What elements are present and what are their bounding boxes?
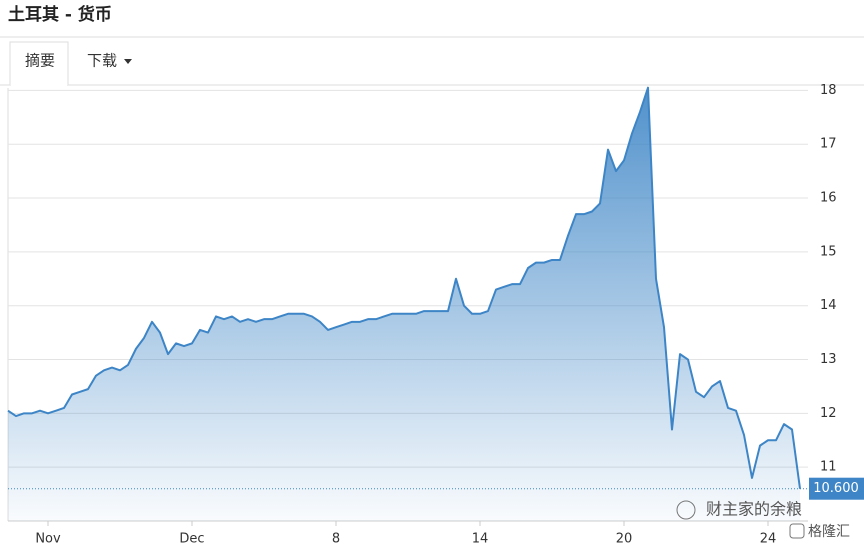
last-price-box	[809, 477, 864, 500]
watermark-text: 财主家的余粮	[706, 500, 802, 519]
tab-download[interactable]: 下载	[87, 52, 117, 70]
logo-icon	[789, 523, 805, 539]
y-tick-label: 13	[820, 352, 837, 367]
plot: 11 12 13 14 15 16 17 18 Nov Dec 8 14 20 24 10.600	[7, 83, 864, 547]
tab-summary[interactable]: 摘要	[25, 52, 55, 70]
page-title: 土耳其 - 货币	[8, 4, 112, 25]
watermark-logo: 格隆汇	[808, 524, 850, 540]
x-tick-label: 20	[616, 532, 633, 547]
y-tick-label: 18	[820, 83, 837, 98]
dropdown-caret[interactable]	[124, 59, 132, 64]
tab-gap	[11, 84, 67, 86]
wechat-icon	[676, 500, 696, 520]
y-tick-label: 17	[820, 137, 837, 152]
x-tick-label: Dec	[179, 532, 204, 547]
price-line	[7, 86, 801, 489]
x-tick-label: 14	[472, 532, 489, 547]
area-fill	[8, 87, 800, 522]
x-tick-label: Nov	[35, 532, 61, 547]
y-tick-label: 14	[820, 298, 837, 313]
last-price-label: 10.600	[813, 481, 859, 496]
y-tick-label: 11	[820, 460, 837, 475]
x-tick-label: 24	[760, 532, 777, 547]
watermark: 财主家的余粮 格隆汇	[676, 500, 850, 540]
x-tick-label: 8	[332, 532, 340, 547]
tab-frame	[9, 41, 69, 85]
y-tick-label: 16	[820, 191, 837, 206]
y-tick-label: 12	[820, 406, 837, 421]
y-tick-label: 15	[820, 244, 837, 259]
